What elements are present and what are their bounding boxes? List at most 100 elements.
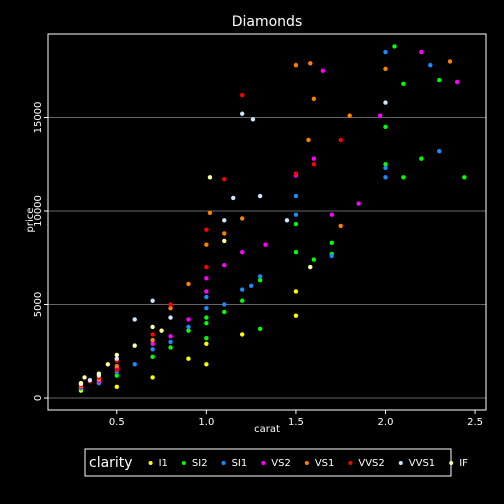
point <box>329 253 334 259</box>
point <box>168 339 173 345</box>
point <box>239 332 245 337</box>
legend-marker <box>221 461 226 465</box>
point <box>311 96 317 101</box>
legend-label: VS1 <box>315 458 335 469</box>
point <box>168 306 173 311</box>
point <box>82 375 87 380</box>
point <box>207 175 213 180</box>
point <box>356 201 361 206</box>
point <box>293 62 299 68</box>
point <box>186 356 191 361</box>
point <box>239 92 245 98</box>
point <box>222 238 227 244</box>
point <box>150 298 155 303</box>
point <box>248 283 254 288</box>
point <box>239 249 245 255</box>
point <box>311 162 317 167</box>
y-tick-label: 10000 <box>33 195 44 227</box>
point <box>401 81 406 87</box>
point <box>329 212 334 217</box>
point <box>204 276 209 281</box>
point <box>204 315 209 320</box>
point <box>150 337 155 343</box>
point <box>239 298 245 303</box>
point <box>204 335 209 341</box>
legend-label: VVS1 <box>409 458 435 469</box>
legend-marker <box>181 461 186 465</box>
point <box>293 249 299 255</box>
point <box>204 289 209 294</box>
point <box>114 384 119 389</box>
point <box>78 380 84 386</box>
legend-label: VS2 <box>271 458 291 469</box>
point <box>311 257 317 262</box>
point <box>96 371 102 376</box>
y-tick-label: 0 <box>33 395 44 401</box>
point <box>454 79 460 85</box>
x-axis-label: carat <box>254 424 280 435</box>
point <box>239 287 245 292</box>
point <box>401 175 406 180</box>
point <box>204 227 209 232</box>
point <box>293 171 299 176</box>
point <box>293 212 299 217</box>
point <box>114 373 119 378</box>
point <box>383 162 388 167</box>
point <box>132 317 137 322</box>
point <box>168 334 173 339</box>
legend-marker <box>148 461 153 465</box>
legend-label: I1 <box>159 458 168 469</box>
point <box>383 66 388 72</box>
point <box>239 111 245 116</box>
point <box>383 100 388 105</box>
point <box>204 242 209 247</box>
point <box>204 294 209 300</box>
plot-frame <box>47 33 487 411</box>
point <box>114 364 119 369</box>
point <box>293 221 299 227</box>
chart-title: Diamonds <box>232 14 303 30</box>
point <box>329 240 334 245</box>
point <box>257 193 263 199</box>
point <box>383 49 388 55</box>
point <box>437 148 442 154</box>
point <box>419 156 424 161</box>
point <box>338 223 343 229</box>
point <box>222 263 227 268</box>
point <box>428 62 433 68</box>
point <box>383 175 388 180</box>
point <box>204 362 209 367</box>
legend-marker <box>261 461 266 465</box>
point <box>311 156 317 161</box>
point <box>383 165 388 171</box>
point <box>114 367 119 373</box>
legend-label: IF <box>459 458 468 469</box>
point <box>168 302 173 307</box>
point <box>168 315 173 320</box>
legend-label: SI2 <box>192 458 208 469</box>
point <box>392 44 397 49</box>
x-tick-label: 2.5 <box>467 417 483 428</box>
point <box>150 375 155 380</box>
point <box>263 242 268 247</box>
y-axis-label: price <box>25 208 36 233</box>
point <box>257 277 263 283</box>
point <box>87 378 93 383</box>
point <box>308 264 313 270</box>
point <box>186 328 191 333</box>
legend-title: clarity <box>89 455 133 471</box>
point <box>222 309 227 315</box>
y-tick-label: 15000 <box>33 102 44 134</box>
legend-marker <box>348 461 353 465</box>
legend-label: VVS2 <box>358 458 384 469</box>
point <box>257 326 263 332</box>
point <box>186 317 191 322</box>
point <box>150 347 155 352</box>
point <box>150 341 155 346</box>
x-tick-label: 1.5 <box>288 417 304 428</box>
point <box>222 231 227 236</box>
point <box>347 113 352 118</box>
point <box>222 218 227 223</box>
point <box>207 210 213 216</box>
